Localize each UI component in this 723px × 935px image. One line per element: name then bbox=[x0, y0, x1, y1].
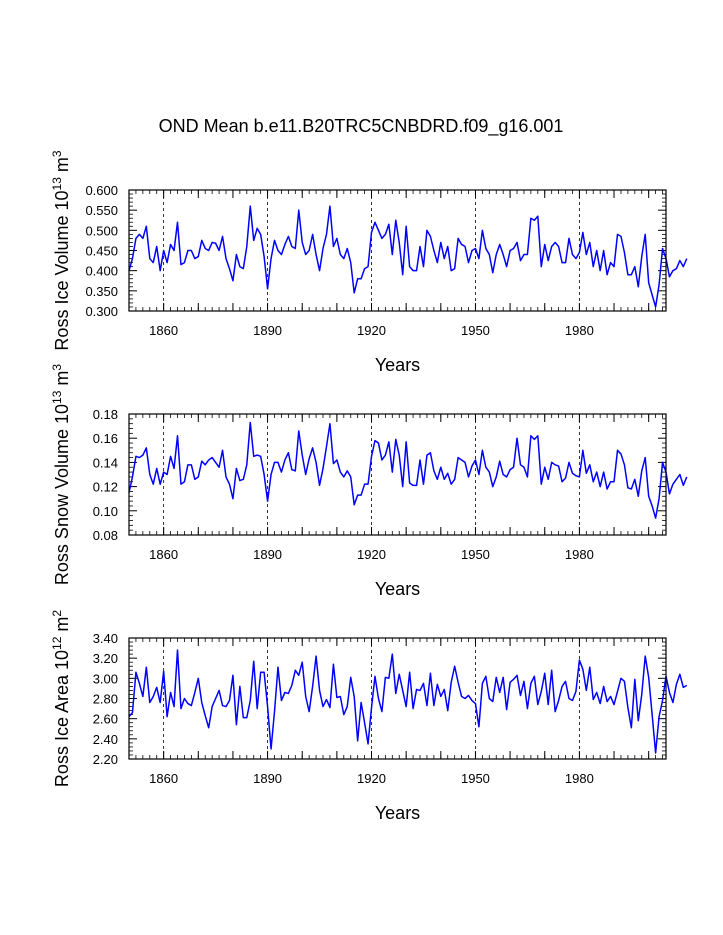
x-axis-label: Years bbox=[375, 803, 420, 823]
y-tick-label: 2.80 bbox=[93, 692, 118, 707]
figure-title: OND Mean b.e11.B20TRC5CNBDRD.f09_g16.001 bbox=[159, 116, 564, 137]
y-axis-label: Ross Ice Area 1012 m2 bbox=[50, 610, 72, 787]
x-tick-label: 1890 bbox=[253, 547, 282, 562]
chart-panel-2: 1860 1890 1920 1950 1980 0.08 0.10 0.12 0.14 0.16… bbox=[50, 364, 688, 599]
x-tick-label: 1920 bbox=[357, 547, 386, 562]
x-tick-label: 1950 bbox=[461, 547, 490, 562]
x-tick-label: 1980 bbox=[565, 547, 594, 562]
series-line bbox=[128, 421, 688, 519]
x-tick-label: 1920 bbox=[357, 323, 386, 338]
y-tick-label: 0.400 bbox=[85, 264, 118, 279]
x-axis-label: Years bbox=[375, 579, 420, 599]
x-tick-label: 1920 bbox=[357, 771, 386, 786]
y-tick-label: 0.16 bbox=[93, 431, 118, 446]
y-tick-label: 0.550 bbox=[85, 203, 118, 218]
y-axis-label: Ross Ice Volume 1013 m3 bbox=[50, 150, 72, 350]
x-tick-label: 1860 bbox=[149, 323, 178, 338]
y-tick-label: 3.20 bbox=[93, 651, 118, 666]
y-tick-label: 0.300 bbox=[85, 304, 118, 319]
y-tick-label: 3.40 bbox=[93, 631, 118, 646]
y-tick-label: 0.10 bbox=[93, 504, 118, 519]
x-tick-label: 1890 bbox=[253, 771, 282, 786]
plot-frame bbox=[128, 189, 667, 312]
y-tick-label: 0.600 bbox=[85, 183, 118, 198]
y-tick-label: 0.12 bbox=[93, 480, 118, 495]
y-tick-label: 0.18 bbox=[93, 407, 118, 422]
x-tick-label: 1890 bbox=[253, 323, 282, 338]
y-tick-label: 0.350 bbox=[85, 284, 118, 299]
y-tick-label: 0.08 bbox=[93, 528, 118, 543]
plot-frame bbox=[128, 413, 667, 536]
x-tick-label: 1860 bbox=[149, 771, 178, 786]
chart-panel-1: 1860 1890 1920 1950 1980 0.300 0.350 0.400 0.450… bbox=[50, 150, 688, 375]
y-axis-label: Ross Snow Volume 1013 m3 bbox=[50, 364, 72, 585]
x-tick-label: 1980 bbox=[565, 323, 594, 338]
y-tick-label: 0.450 bbox=[85, 244, 118, 259]
y-tick-label: 3.00 bbox=[93, 671, 118, 686]
chart-panels: 1860 1890 1920 1950 1980 0.300 0.350 0.400 0.450… bbox=[50, 150, 688, 823]
x-axis-label: Years bbox=[375, 355, 420, 375]
y-tick-label: 0.14 bbox=[93, 455, 118, 470]
series-line bbox=[128, 649, 688, 754]
x-tick-label: 1980 bbox=[565, 771, 594, 786]
series-line bbox=[128, 205, 688, 308]
y-tick-label: 2.40 bbox=[93, 732, 118, 747]
x-tick-label: 1950 bbox=[461, 771, 490, 786]
plot-frame bbox=[128, 637, 667, 760]
y-tick-label: 2.20 bbox=[93, 752, 118, 767]
x-tick-label: 1950 bbox=[461, 323, 490, 338]
y-tick-label: 0.500 bbox=[85, 223, 118, 238]
x-tick-label: 1860 bbox=[149, 547, 178, 562]
y-tick-label: 2.60 bbox=[93, 712, 118, 727]
chart-panel-3: 1860 1890 1920 1950 1980 2.20 2.40 2.60 2.80 3.00… bbox=[50, 610, 688, 823]
